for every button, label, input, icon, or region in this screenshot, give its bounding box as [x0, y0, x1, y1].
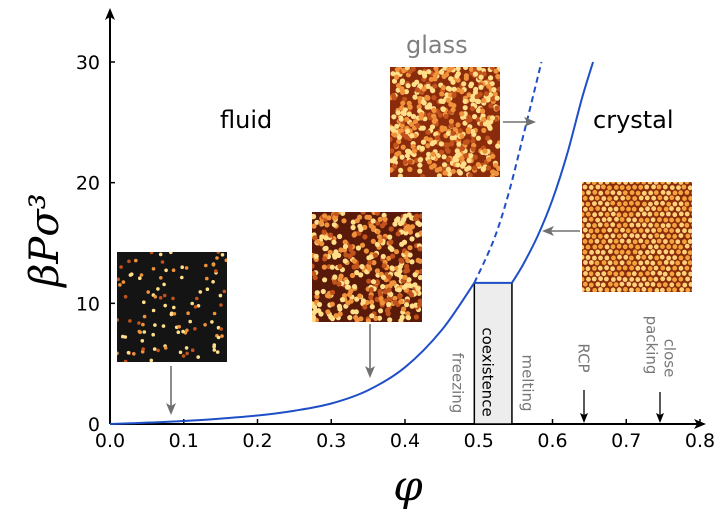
- x-tick-label: 0.7: [611, 430, 641, 452]
- freezing-label: freezing: [449, 353, 467, 414]
- coexistence-label: coexistence: [479, 327, 497, 416]
- curve-crystal-branch: [511, 61, 595, 284]
- x-tick-label: 0.6: [537, 430, 567, 452]
- melting-label: melting: [519, 354, 537, 411]
- curve-glass-branch: [473, 61, 543, 284]
- x-tick-label: 0.0: [95, 430, 125, 452]
- x-axis-title: φ: [393, 461, 423, 510]
- x-tick-label: 0.4: [390, 430, 420, 452]
- snapshot-fluid-dilute: [117, 252, 227, 362]
- x-tick-label: 0.5: [464, 430, 494, 452]
- x-tick-label: 0.8: [685, 430, 715, 452]
- coexistence-box: [473, 282, 513, 425]
- rcp-label: RCP: [575, 343, 593, 372]
- y-tick-label: 0: [88, 414, 100, 436]
- x-tick-label: 0.3: [316, 430, 346, 452]
- curve-fluid-branch: [109, 282, 476, 425]
- close-label: close: [661, 339, 679, 378]
- curves: [109, 61, 595, 425]
- y-axis-title: βPσ³: [22, 193, 68, 288]
- snapshot-crystal: [582, 182, 692, 292]
- packing-label: packing: [643, 316, 661, 375]
- crystal-label: crystal: [593, 106, 674, 134]
- glass-label: glass: [406, 31, 468, 59]
- y-ticks: 0 10 20 30: [76, 52, 115, 436]
- x-ticks: 0.0 0.1 0.2 0.3 0.4 0.5 0.6 0.7 0.8: [95, 419, 715, 452]
- snapshot-glass: [390, 67, 500, 177]
- y-tick-label: 20: [76, 173, 100, 195]
- x-tick-label: 0.1: [169, 430, 199, 452]
- fluid-label: fluid: [220, 106, 272, 134]
- y-tick-label: 10: [76, 293, 100, 315]
- x-tick-label: 0.2: [242, 430, 272, 452]
- snapshot-fluid-dense: [312, 212, 422, 322]
- snapshots: [117, 67, 692, 362]
- y-tick-label: 30: [76, 52, 100, 74]
